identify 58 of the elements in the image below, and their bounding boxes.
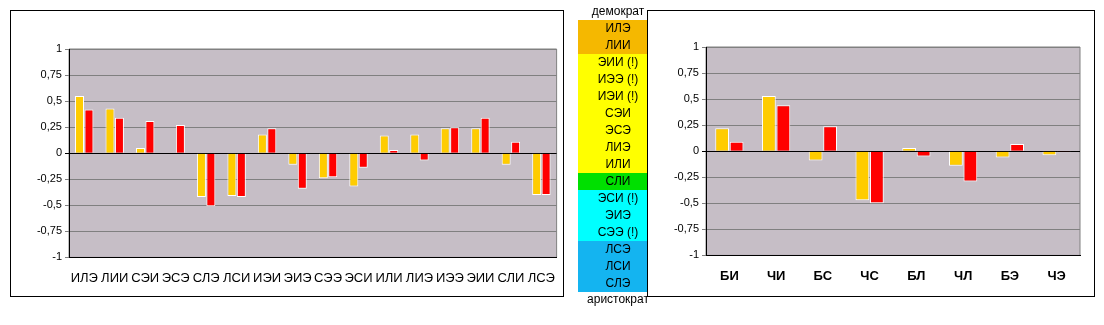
category-label: ИЭИ (!) <box>578 88 658 105</box>
y-tick-label: -0,75 <box>36 224 62 237</box>
x-tick-label: ИЛЭ <box>70 269 98 285</box>
x-tick-label: ЧЭ <box>1047 267 1066 283</box>
category-label: ЛИИ <box>578 37 658 54</box>
category-label: СЭИ <box>578 105 658 122</box>
x-tick-label: ЭИИ <box>466 269 495 285</box>
category-label: ЭИИ (!) <box>578 54 658 71</box>
y-tick-label: 0,5 <box>46 94 62 107</box>
category-label: ЛИЭ <box>578 139 658 156</box>
category-label: ИЛИ <box>578 156 658 173</box>
category-label: ИЛЭ <box>578 20 658 37</box>
category-label: ЛСЭ <box>578 241 658 258</box>
y-tick-label: 0,75 <box>677 66 699 79</box>
x-tick-label: ЧС <box>860 267 880 283</box>
x-tick-label: ЭИЭ <box>283 269 312 285</box>
x-tick-label: СЛЭ <box>192 269 220 285</box>
x-tick-label: ИЛИ <box>375 269 403 285</box>
y-tick-label: -0,25 <box>673 170 699 183</box>
category-label: СЭЭ (!) <box>578 224 658 241</box>
y-tick-label: 1 <box>692 40 699 53</box>
x-tick-label: ЭСИ <box>344 269 373 285</box>
y-tick-label: -0,25 <box>36 172 62 185</box>
text: демократ <box>590 4 646 20</box>
x-tick-label: ЛИИ <box>101 269 129 285</box>
y-tick-label: 0,75 <box>40 68 62 81</box>
y-tick-label: -0,5 <box>680 196 699 209</box>
x-tick-label: СЛИ <box>497 269 525 285</box>
x-tick-label: ЛСЭ <box>527 269 555 285</box>
x-tick-label: БЭ <box>1000 267 1020 283</box>
x-tick-label: ЧИ <box>766 267 786 283</box>
y-tick-label: 0 <box>55 146 62 159</box>
y-tick-label: 0,5 <box>683 92 699 105</box>
x-tick-label: БИ <box>720 267 739 283</box>
category-label: ЭСИ (!) <box>578 190 658 207</box>
x-tick-label: СЭЭ <box>314 269 343 285</box>
y-tick-label: 0 <box>692 144 699 157</box>
x-tick-label: ЭСЭ <box>161 269 190 285</box>
y-tick-label: -0,5 <box>43 198 62 211</box>
y-tick-label: 0,25 <box>40 120 62 133</box>
y-tick-label: 0,25 <box>677 118 699 131</box>
category-label: ЭИЭ <box>578 207 658 224</box>
y-tick-label: -0,75 <box>673 222 699 235</box>
x-tick-label: ИЭИ <box>253 269 282 285</box>
category-label: ЭСЭ <box>578 122 658 139</box>
category-label: ИЭЭ (!) <box>578 71 658 88</box>
x-tick-label: СЭИ <box>131 269 160 285</box>
y-tick-label: -1 <box>689 248 699 261</box>
x-tick-label: ЛИЭ <box>405 269 434 285</box>
y-tick-label: -1 <box>52 250 62 263</box>
category-label: СЛИ <box>578 173 658 190</box>
y-tick-label: 1 <box>55 42 62 55</box>
text: аристократ <box>586 292 650 308</box>
x-tick-label: БС <box>813 267 833 283</box>
x-tick-label: БЛ <box>907 267 926 283</box>
x-tick-label: ИЭЭ <box>435 269 464 285</box>
x-tick-label: ЧЛ <box>953 267 973 283</box>
x-tick-label: ЛСИ <box>222 269 251 285</box>
